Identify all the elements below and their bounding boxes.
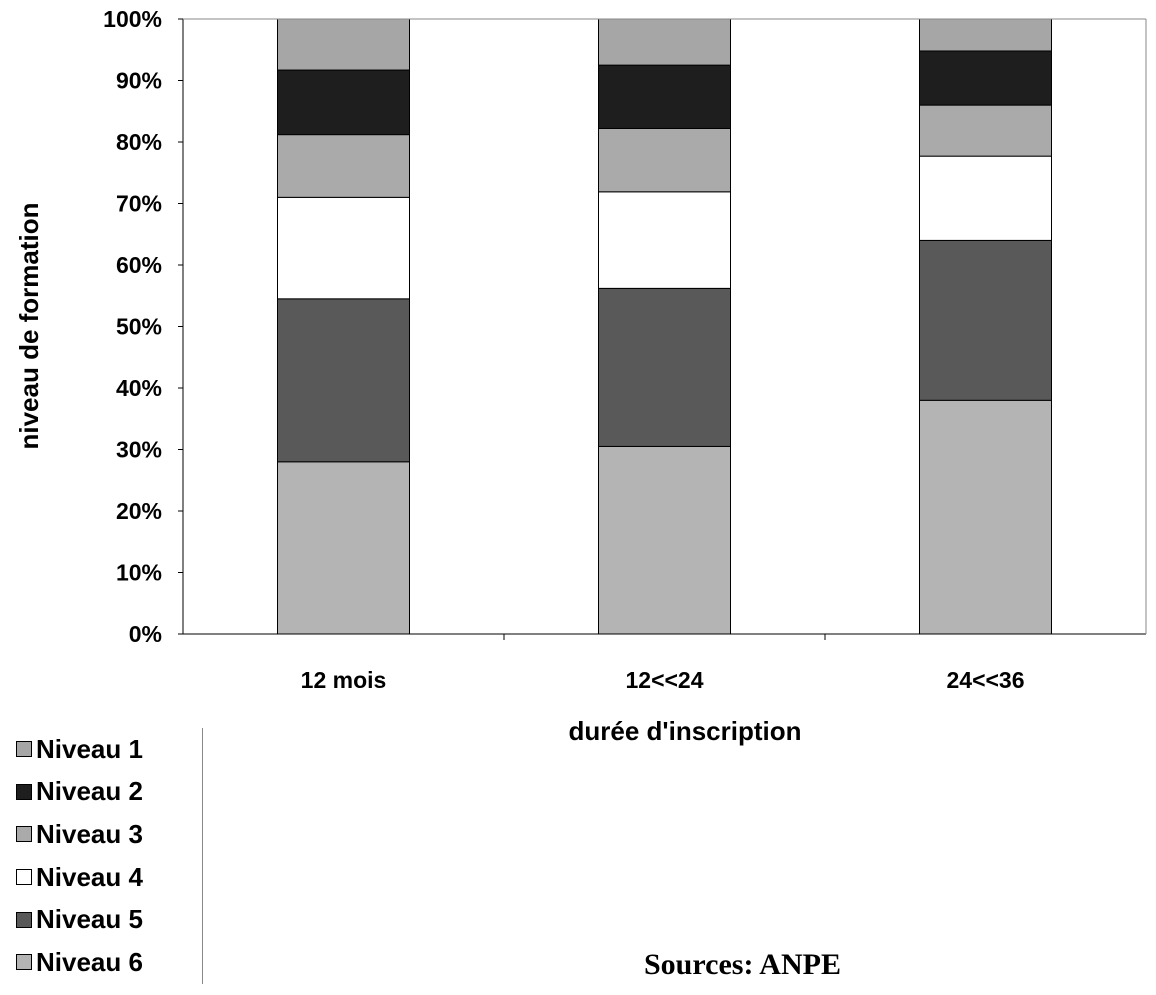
bar-segment-niveau-1 <box>598 18 731 66</box>
legend-label: Niveau 4 <box>36 861 143 892</box>
legend-label: Niveau 1 <box>36 733 143 764</box>
legend-item: Niveau 6 <box>2 941 202 984</box>
bar-segment-niveau-5 <box>598 287 731 447</box>
y-tick-label: 100% <box>103 6 162 32</box>
y-tick-label: 10% <box>116 560 162 586</box>
legend-label: Niveau 6 <box>36 946 143 977</box>
bar-segment-niveau-5 <box>919 239 1052 401</box>
legend-swatch <box>16 911 32 928</box>
y-axis-title: niveau de formation <box>14 202 44 449</box>
bar-segment-niveau-6 <box>919 399 1052 635</box>
bar-segment-niveau-6 <box>277 461 410 635</box>
y-tick-label: 30% <box>116 437 162 463</box>
source-note: Sources: ANPE <box>644 948 841 981</box>
bar-segment-niveau-1 <box>277 18 410 71</box>
legend-item: Niveau 4 <box>2 856 202 899</box>
legend: Niveau 1 Niveau 2 Niveau 3 Niveau 4 Niveau 5… <box>2 728 203 984</box>
legend-label: Niveau 2 <box>36 776 143 807</box>
bar-segment-niveau-5 <box>277 298 410 463</box>
legend-label: Niveau 5 <box>36 904 143 935</box>
x-tick-label: 12<<24 <box>625 667 703 693</box>
bar-segment-niveau-3 <box>598 127 731 193</box>
bar-segment-niveau-4 <box>919 155 1052 241</box>
y-tick-label: 90% <box>116 68 162 94</box>
legend-item: Niveau 5 <box>2 898 202 941</box>
bar-segment-niveau-4 <box>277 196 410 300</box>
bars-layer <box>277 18 1052 635</box>
y-tick-label: 80% <box>116 129 162 155</box>
legend-swatch <box>16 826 32 843</box>
legend-item: Niveau 1 <box>2 728 202 771</box>
y-tick-label: 70% <box>116 191 162 217</box>
bar-segment-niveau-3 <box>919 104 1052 157</box>
bar-segment-niveau-1 <box>919 18 1052 52</box>
bar-segment-niveau-4 <box>598 191 731 289</box>
legend-swatch <box>16 869 32 886</box>
legend-swatch <box>16 783 32 800</box>
x-tick-label: 24<<36 <box>946 667 1024 693</box>
bar-segment-niveau-2 <box>598 64 731 129</box>
x-tick-label: 12 mois <box>301 667 387 693</box>
y-tick-label: 50% <box>116 314 162 340</box>
x-axis-title: durée d'inscription <box>569 716 802 746</box>
bar-segment-niveau-2 <box>277 69 410 136</box>
bar-segment-niveau-2 <box>919 50 1052 106</box>
legend-item: Niveau 3 <box>2 813 202 856</box>
legend-item: Niveau 2 <box>2 771 202 814</box>
legend-label: Niveau 3 <box>36 818 143 849</box>
legend-swatch <box>16 954 32 971</box>
legend-swatch <box>16 741 32 758</box>
y-tick-label: 20% <box>116 498 162 524</box>
ticks-layer: 0% 10% 20% 30% 40% 50% 60% 70% 80% 90% 100% 12 mois… <box>103 6 1024 693</box>
y-tick-label: 40% <box>116 375 162 401</box>
bar-segment-niveau-6 <box>598 445 731 635</box>
y-tick-label: 0% <box>129 621 162 647</box>
bar-segment-niveau-3 <box>277 134 410 198</box>
y-tick-label: 60% <box>116 252 162 278</box>
